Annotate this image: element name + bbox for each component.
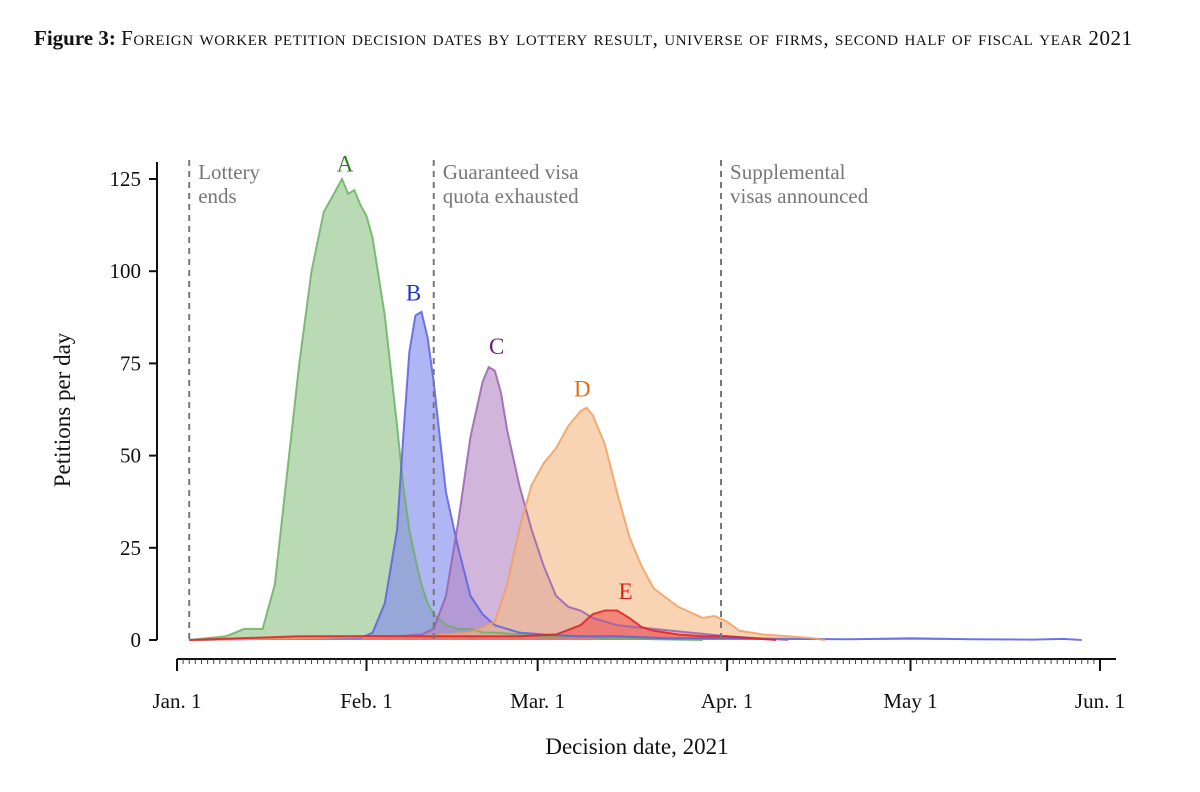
y-axis-title: Petitions per day [50, 332, 75, 487]
series-labels: A B C D E [337, 151, 633, 604]
y-tick-label: 125 [110, 167, 142, 191]
reference-label-2-line-1: Guaranteed visa [443, 160, 580, 184]
x-axis-title: Decision date, 2021 [545, 734, 728, 759]
x-tick-label: Apr. 1 [701, 689, 754, 713]
axes: 0 25 50 75 100 125 Jan. 1 Feb. 1 Mar. 1 Apr. 1 May… [110, 162, 1125, 713]
x-tick-label: Jan. 1 [153, 689, 202, 713]
series-label-a: A [337, 151, 354, 176]
series-line-c [189, 365, 789, 641]
series-fills [189, 179, 1082, 640]
y-tick-label: 25 [120, 536, 141, 560]
series-area-c [189, 367, 789, 640]
series-area-e [189, 610, 777, 640]
series-line-e [189, 609, 777, 641]
series-line-a [189, 176, 703, 641]
series-line-d [189, 406, 826, 641]
reference-label-1-line-1: Lottery [198, 160, 260, 184]
series-area-d [189, 407, 825, 640]
series-label-c: C [489, 334, 504, 359]
reference-label-2-line-2: quota exhausted [443, 184, 579, 208]
y-tick-label: 0 [131, 628, 142, 652]
x-tick-label: Jun. 1 [1075, 689, 1125, 713]
y-tick-label: 50 [120, 444, 141, 468]
series-label-d: D [574, 376, 591, 401]
reference-label-1-line-2: ends [198, 184, 237, 208]
series-line-b [189, 310, 1082, 641]
y-tick-label: 100 [110, 259, 142, 283]
series-label-b: B [406, 280, 421, 305]
series-area-b [189, 311, 1082, 640]
series-lines [189, 176, 1082, 641]
reference-label-3-line-2: visas announced [730, 184, 869, 208]
figure-caption: Figure 3: Foreign worker petition decisi… [34, 22, 1174, 55]
series-area-a [189, 179, 703, 640]
y-tick-label: 75 [120, 351, 141, 375]
x-tick-label: May 1 [883, 689, 937, 713]
series-label-e: E [619, 579, 633, 604]
x-tick-label: Feb. 1 [340, 689, 393, 713]
figure-title: Foreign worker petition decision dates b… [121, 26, 1133, 50]
x-tick-label: Mar. 1 [510, 689, 565, 713]
reference-label-3-line-1: Supplemental [730, 160, 846, 184]
figure-label: Figure 3: [34, 26, 116, 50]
